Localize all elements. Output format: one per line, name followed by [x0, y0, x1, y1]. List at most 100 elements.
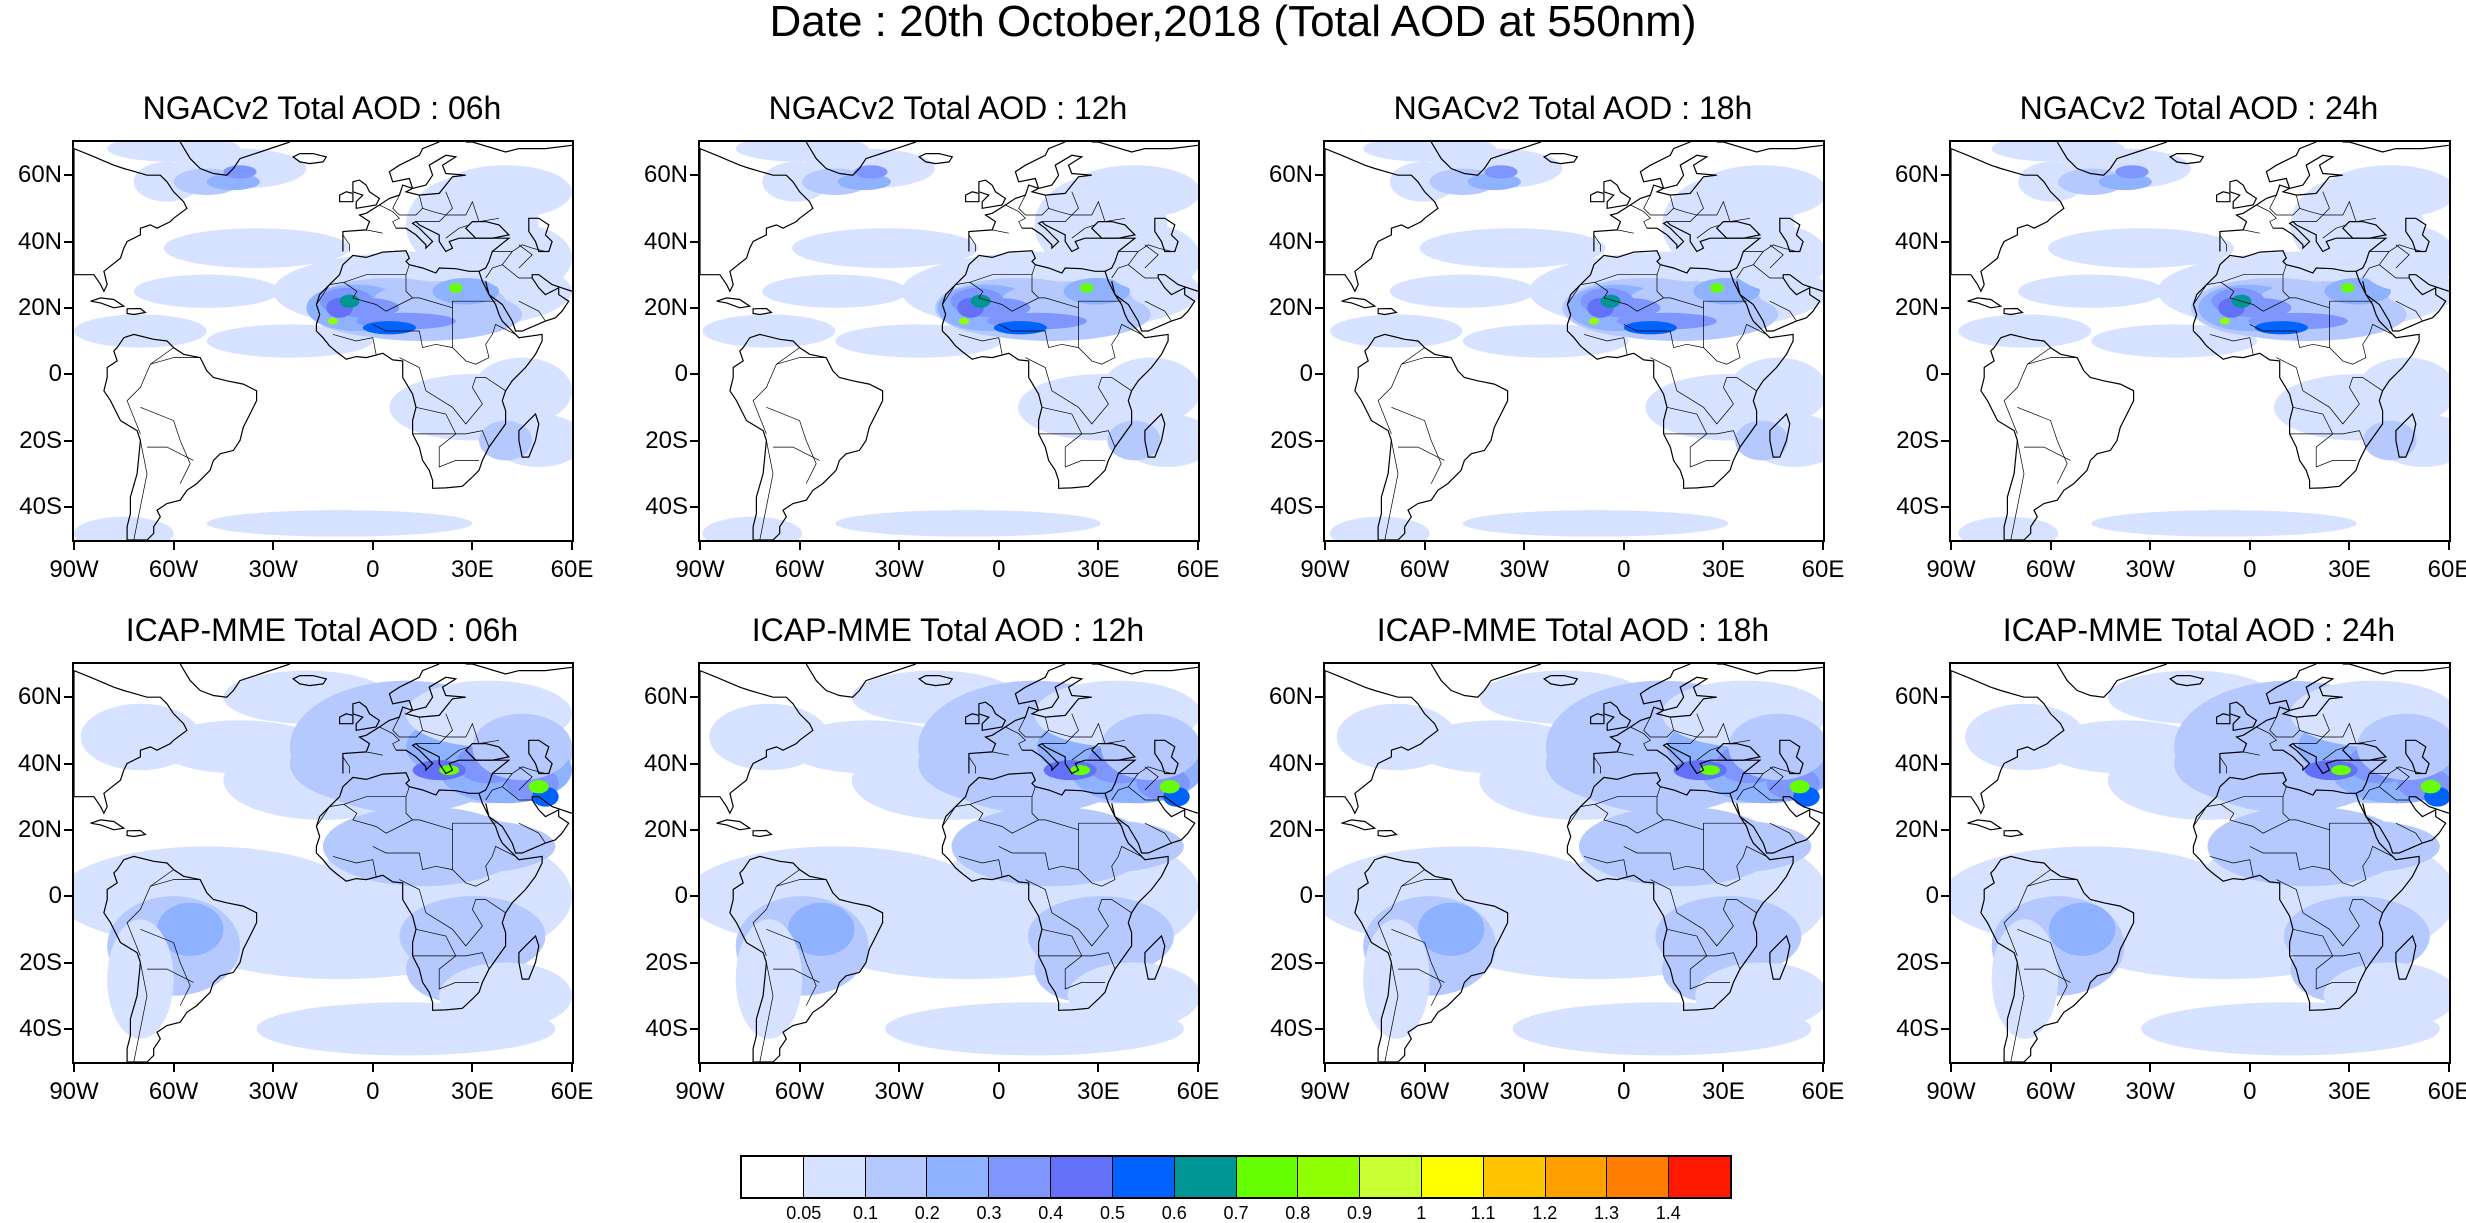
- lon-tick: [2248, 1064, 2251, 1072]
- lat-label: 40N: [643, 227, 688, 255]
- colorbar-swatch: [1051, 1157, 1113, 1197]
- country-border: [1666, 406, 1730, 468]
- coastlines: [1325, 664, 1823, 1062]
- lat-label: 20S: [19, 426, 62, 454]
- lon-tick: [73, 542, 75, 550]
- lat-label: 40N: [17, 749, 62, 777]
- coastline-caspian: [1154, 739, 1179, 775]
- country-border: [1736, 251, 1764, 279]
- aod-contour: [2420, 780, 2441, 794]
- aod-contour: [339, 294, 360, 308]
- lat-label: 40S: [1270, 492, 1313, 520]
- colorbar-label: 1.3: [1593, 1203, 1620, 1223]
- country-border: [1650, 879, 1757, 947]
- coastline-north-america: [1951, 669, 2065, 815]
- coastline-north-america: [74, 147, 188, 293]
- coastline-med-italy: [396, 742, 511, 794]
- aod-contour: [1623, 321, 1677, 335]
- aod-contour: [449, 282, 463, 293]
- aod-contour: [327, 317, 338, 325]
- lon-tick: [1097, 1064, 1100, 1072]
- country-border: [1650, 357, 1757, 425]
- country-border: [2289, 430, 2367, 448]
- colorbar-swatch: [1236, 1157, 1299, 1197]
- country-border: [126, 347, 174, 435]
- coastline-eurasia: [2219, 664, 2343, 774]
- aod-contour: [472, 713, 572, 781]
- lat-label: 60N: [643, 683, 688, 711]
- lon-label: 30E: [2328, 1078, 2371, 1105]
- lon-tick: [2149, 1064, 2152, 1072]
- map-panel-ngac-18: [1323, 140, 1825, 542]
- aod-contour: [528, 780, 549, 794]
- lat-tick: [690, 828, 698, 831]
- aod-contour: [223, 165, 257, 179]
- lon-tick: [1324, 1064, 1326, 1072]
- aod-contour: [1063, 277, 1130, 305]
- aod-contour: [762, 274, 909, 308]
- lat-label: 20N: [643, 293, 688, 321]
- lon-label: 30W: [248, 1078, 298, 1105]
- coastline-madagascar: [518, 934, 540, 980]
- country-border: [2282, 786, 2287, 797]
- lon-label: 60W: [1399, 1078, 1450, 1105]
- lon-label: 0: [2243, 556, 2257, 583]
- country-border: [379, 726, 400, 751]
- aod-field: [74, 142, 572, 540]
- country-border: [1401, 879, 1452, 887]
- aod-contour: [1462, 324, 1629, 358]
- country-border: [2249, 323, 2393, 365]
- country-border: [502, 264, 533, 279]
- aod-field: [1329, 142, 1823, 540]
- country-border: [773, 968, 820, 983]
- lon-tick: [1423, 1064, 1426, 1072]
- lon-label: 60W: [2025, 556, 2076, 583]
- aod-contour: [1462, 510, 1729, 537]
- map-panel-icap-12: [698, 662, 1200, 1064]
- country-border: [372, 323, 516, 365]
- coastline-greenland: [1430, 142, 1541, 176]
- panel-title: ICAP-MME Total AOD : 12h: [751, 612, 1145, 648]
- coastline-hispaniola: [126, 829, 147, 838]
- coastline-uk: [352, 701, 381, 732]
- coastline-hispaniola: [1377, 307, 1398, 316]
- lon-label: 30E: [1077, 556, 1120, 583]
- country-border: [1070, 191, 1126, 222]
- lat-label: 40N: [643, 749, 688, 777]
- lon-label: 30W: [874, 1078, 924, 1105]
- coastline-iceland: [1542, 675, 1579, 687]
- country-border: [1398, 446, 1445, 461]
- aod-contour: [432, 277, 499, 305]
- lat-tick: [64, 828, 72, 831]
- aod-contour: [993, 321, 1047, 335]
- country-border: [2003, 347, 2051, 435]
- lat-tick: [1315, 828, 1323, 831]
- coastline-north-america: [74, 669, 188, 815]
- coastline-cuba: [1967, 297, 2003, 309]
- country-border: [2276, 357, 2383, 425]
- country-border: [392, 194, 423, 216]
- lon-tick: [2248, 542, 2251, 550]
- coastline-caspian-black: [1090, 743, 1137, 761]
- aod-contour: [1728, 713, 1823, 781]
- country-border: [1031, 786, 1036, 797]
- country-border: [332, 334, 377, 355]
- lon-label: 0: [366, 556, 380, 583]
- country-border: [1583, 334, 1628, 355]
- country-border: [1769, 300, 1797, 322]
- map-panel-icap-18: [1323, 662, 1825, 1064]
- coastline-iceland: [1542, 153, 1579, 165]
- aod-contour: [2091, 510, 2357, 537]
- aod-contour: [702, 516, 803, 540]
- lat-label: 20S: [1270, 948, 1313, 976]
- colorbar-label: 0.4: [1038, 1203, 1064, 1223]
- country-border: [2024, 446, 2071, 461]
- country-border: [412, 430, 490, 448]
- country-border: [1743, 766, 1797, 774]
- country-border: [998, 323, 1142, 365]
- coastline-uk: [1603, 701, 1632, 732]
- coastline-africa: [2192, 250, 2420, 489]
- panel-title: NGACv2 Total AOD : 18h: [1393, 90, 1753, 126]
- colorbar-label: 0.3: [976, 1203, 1002, 1223]
- lat-label: 20N: [643, 815, 688, 843]
